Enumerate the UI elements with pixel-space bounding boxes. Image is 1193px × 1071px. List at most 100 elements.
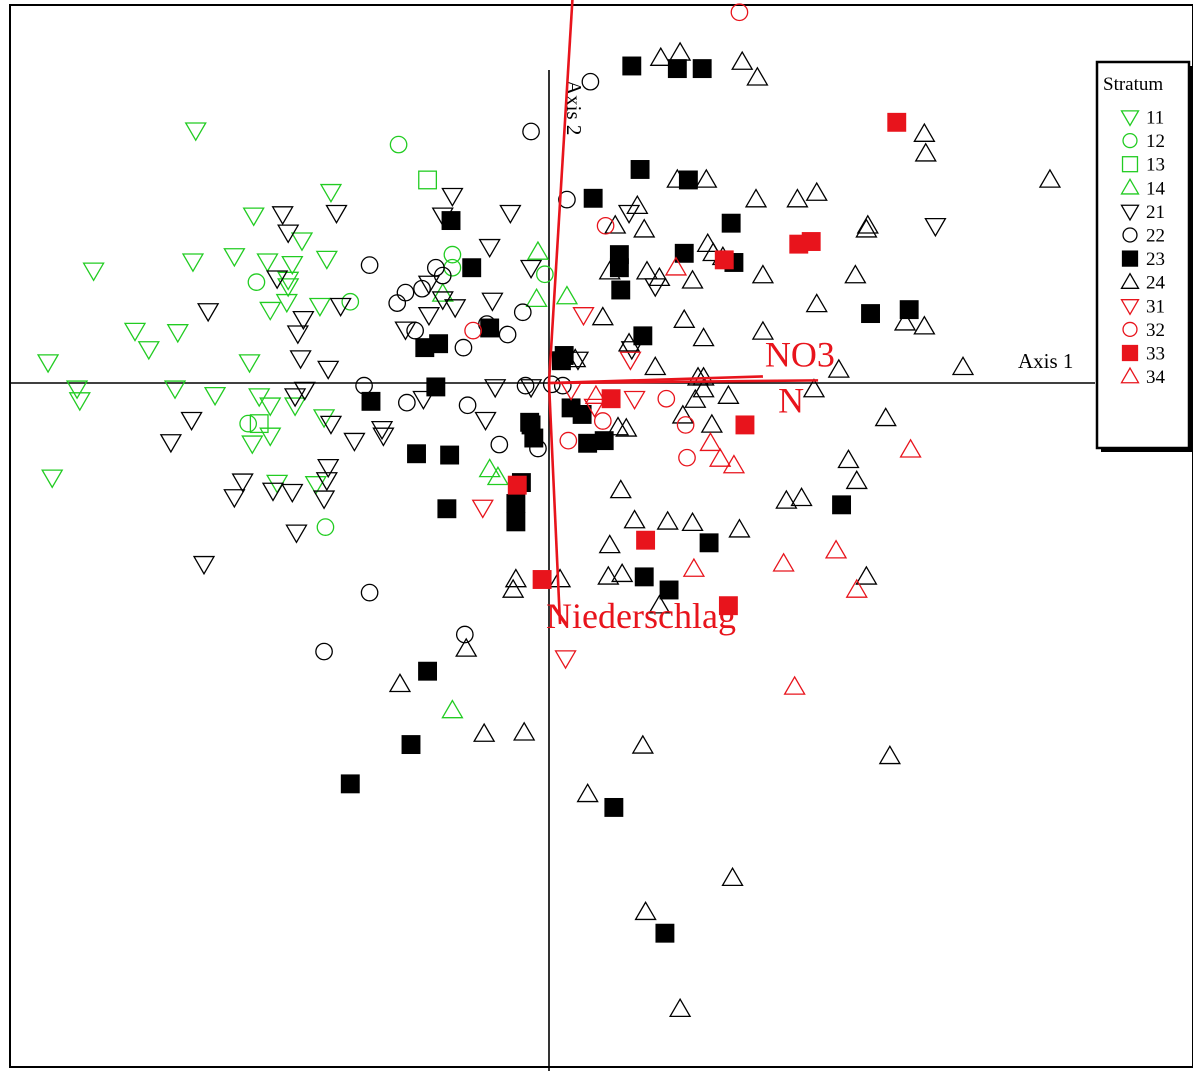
legend-label-23: 23 <box>1146 249 1165 270</box>
point-stratum-11 <box>312 409 336 429</box>
point-stratum-11 <box>123 322 147 342</box>
point-stratum-22 <box>355 376 373 395</box>
point-stratum-23 <box>506 494 526 513</box>
point-stratum-24 <box>855 218 878 238</box>
point-stratum-33 <box>735 415 755 435</box>
point-stratum-23 <box>578 433 598 453</box>
point-stratum-23 <box>361 391 381 411</box>
point-stratum-24 <box>673 308 696 328</box>
point-stratum-24 <box>671 404 694 424</box>
point-stratum-23 <box>426 377 446 397</box>
point-stratum-23 <box>655 923 675 943</box>
point-stratum-22 <box>398 393 416 412</box>
point-stratum-33 <box>714 250 734 270</box>
point-stratum-11 <box>241 435 264 455</box>
point-stratum-32 <box>676 416 695 434</box>
point-stratum-24 <box>648 594 671 614</box>
point-stratum-24 <box>684 388 707 408</box>
point-stratum-14 <box>555 285 579 305</box>
point-stratum-11 <box>277 271 300 291</box>
legend-label-13: 13 <box>1146 155 1165 176</box>
point-stratum-24 <box>913 122 936 142</box>
point-stratum-11 <box>315 250 338 270</box>
point-stratum-21 <box>293 381 316 401</box>
point-stratum-23 <box>609 258 629 278</box>
point-stratum-34 <box>824 539 848 559</box>
legend-marker-14 <box>1120 178 1140 195</box>
point-stratum-21 <box>441 187 464 207</box>
point-stratum-22 <box>513 303 532 322</box>
point-stratum-22 <box>498 325 517 344</box>
point-stratum-34 <box>708 447 732 467</box>
point-stratum-23 <box>832 495 852 515</box>
point-stratum-33 <box>601 389 621 409</box>
point-stratum-24 <box>576 783 599 803</box>
point-stratum-11 <box>137 341 160 361</box>
vector-label-niederschlag: Niederschlag <box>546 596 736 636</box>
point-stratum-32 <box>596 216 615 235</box>
point-stratum-24 <box>597 565 620 585</box>
point-stratum-21 <box>370 420 394 441</box>
point-stratum-24 <box>388 673 412 693</box>
point-stratum-24 <box>914 142 937 162</box>
vector-label-no3: NO3 <box>765 334 835 374</box>
point-stratum-21 <box>315 472 338 492</box>
legend-marker-11 <box>1120 110 1140 127</box>
plot-frame <box>9 4 1193 1068</box>
point-stratum-11 <box>319 183 343 204</box>
point-stratum-21 <box>343 432 366 452</box>
point-stratum-22 <box>558 190 576 209</box>
point-stratum-23 <box>440 445 460 465</box>
point-stratum-14 <box>526 240 550 260</box>
point-stratum-24 <box>728 518 751 538</box>
point-stratum-34 <box>783 675 806 695</box>
point-stratum-21 <box>223 489 246 509</box>
point-stratum-21 <box>372 427 395 447</box>
point-stratum-24 <box>591 306 614 326</box>
point-stratum-32 <box>559 431 578 450</box>
point-stratum-12 <box>341 292 360 311</box>
point-stratum-12 <box>239 414 258 433</box>
point-stratum-22 <box>522 122 540 141</box>
point-stratum-21 <box>325 204 348 224</box>
legend-label-12: 12 <box>1146 131 1165 152</box>
point-stratum-11 <box>281 255 304 276</box>
point-stratum-24 <box>805 293 828 313</box>
point-stratum-14 <box>486 466 510 486</box>
legend-box <box>1095 60 1191 450</box>
point-stratum-33 <box>532 570 552 589</box>
point-stratum-24 <box>623 509 646 529</box>
point-stratum-24 <box>598 534 621 554</box>
point-stratum-24 <box>548 568 572 588</box>
point-stratum-21 <box>283 388 307 408</box>
point-stratum-21 <box>159 434 183 454</box>
point-stratum-31 <box>583 398 606 418</box>
point-stratum-24 <box>692 378 715 398</box>
point-stratum-24 <box>744 188 768 208</box>
point-stratum-24 <box>598 260 621 280</box>
point-stratum-13 <box>418 170 438 190</box>
point-stratum-12 <box>443 245 462 264</box>
point-stratum-24 <box>874 407 897 427</box>
legend-marker-22 <box>1122 227 1138 243</box>
point-stratum-21 <box>431 291 454 311</box>
point-stratum-21 <box>197 303 220 323</box>
point-stratum-31 <box>619 351 642 371</box>
point-stratum-23 <box>611 280 631 300</box>
point-stratum-23 <box>692 59 712 79</box>
point-stratum-22 <box>516 376 535 395</box>
point-stratum-21 <box>499 204 522 224</box>
point-stratum-22 <box>490 435 509 454</box>
point-stratum-21 <box>924 217 947 238</box>
point-stratum-23 <box>437 499 457 519</box>
point-stratum-23 <box>340 774 360 794</box>
point-stratum-11 <box>184 122 207 142</box>
point-stratum-11 <box>277 278 300 298</box>
point-stratum-24 <box>609 479 632 499</box>
point-stratum-12 <box>247 273 266 291</box>
point-stratum-24 <box>631 734 654 754</box>
point-stratum-32 <box>678 448 696 467</box>
point-stratum-11 <box>290 232 314 252</box>
point-stratum-24 <box>649 46 672 66</box>
